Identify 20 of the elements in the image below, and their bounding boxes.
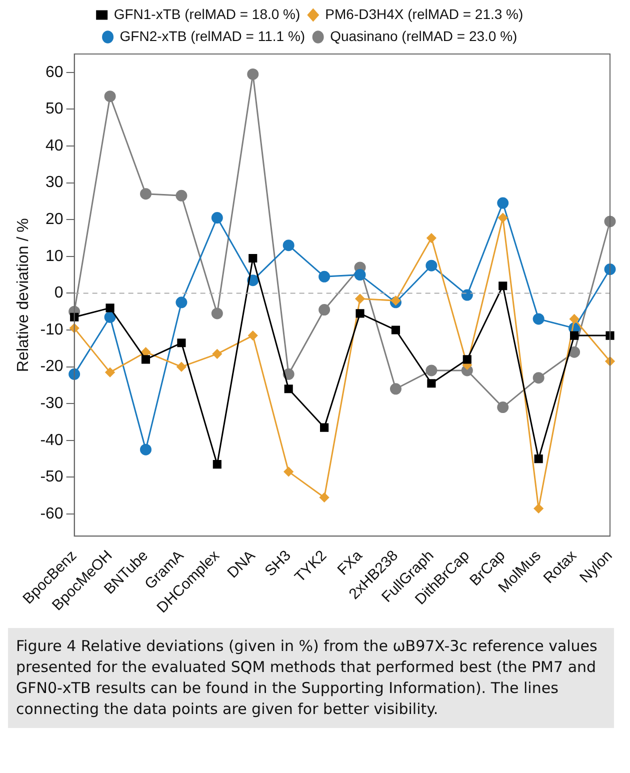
y-tick-label: 30: [46, 174, 64, 192]
y-tick-label: 10: [46, 248, 64, 265]
y-tick-label: 20: [46, 211, 64, 228]
legend-label: Quasinano (relMAD = 23.0 %): [330, 28, 518, 44]
y-axis-title: Relative deviation / %: [15, 218, 32, 372]
y-tick-label: -20: [40, 358, 64, 376]
y-tick-label: 0: [54, 284, 64, 302]
y-tick-label: -10: [40, 321, 64, 338]
y-tick-label: 60: [46, 64, 64, 81]
y-tick-label: 50: [46, 100, 64, 118]
legend-label: GFN2-xTB (relMAD = 11.1 %): [120, 28, 306, 44]
y-tick-label: -40: [40, 432, 64, 449]
y-tick-label: -50: [40, 468, 64, 486]
y-tick-label: -60: [40, 505, 64, 522]
y-tick-label: -30: [40, 395, 64, 412]
caption: Figure 4 Relative deviations (given in %) from the ωB97X-3c reference values presented for the evaluated SQM methods that performed best (the PM7 and GFN0-xTB results can be found in the Supporting Information). The lines connecting the data points are given for better visibility.: [8, 628, 614, 728]
legend-label: PM6-D3H4X (relMAD = 21.3 %): [325, 6, 524, 22]
x-tick-label: SH3: [262, 547, 294, 580]
legend-label: GFN1-xTB (relMAD = 18.0 %): [114, 6, 300, 22]
y-tick-label: 40: [46, 137, 64, 154]
